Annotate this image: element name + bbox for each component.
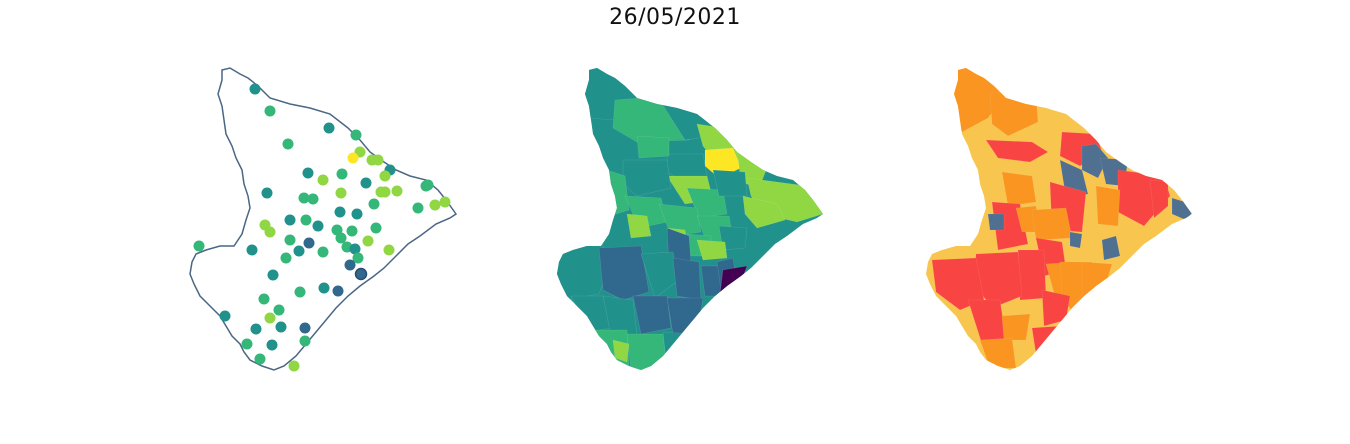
municipality-region bbox=[672, 257, 702, 301]
station-point bbox=[275, 321, 287, 333]
station-point bbox=[307, 193, 319, 205]
state-outline bbox=[189, 67, 457, 371]
station-point bbox=[368, 198, 380, 210]
station-point bbox=[420, 180, 432, 192]
station-point bbox=[370, 222, 382, 234]
municipality-regions bbox=[931, 68, 1192, 369]
station-point bbox=[254, 353, 266, 365]
station-point bbox=[264, 312, 276, 324]
municipality-region bbox=[666, 297, 704, 337]
station-point bbox=[312, 220, 324, 232]
municipality-region bbox=[632, 295, 672, 335]
station-point bbox=[267, 269, 279, 281]
station-point bbox=[362, 235, 374, 247]
station-point bbox=[288, 360, 300, 372]
municipality-regions bbox=[557, 68, 823, 370]
station-point bbox=[332, 285, 344, 297]
station-point bbox=[429, 199, 441, 211]
station-point bbox=[412, 202, 424, 214]
station-point bbox=[391, 185, 403, 197]
station-point bbox=[335, 187, 347, 199]
station-point bbox=[261, 187, 273, 199]
point-map bbox=[189, 67, 457, 372]
municipality-region bbox=[636, 135, 670, 159]
station-point bbox=[266, 339, 278, 351]
station-point bbox=[280, 252, 292, 264]
figure-title: 26/05/2021 bbox=[609, 5, 741, 30]
station-point bbox=[360, 177, 372, 189]
station-point bbox=[249, 83, 261, 95]
station-point bbox=[219, 310, 231, 322]
station-point bbox=[258, 293, 270, 305]
municipality-region bbox=[985, 139, 1049, 163]
viridis-choropleth bbox=[557, 68, 823, 370]
municipality-region bbox=[658, 203, 702, 237]
station-point bbox=[379, 170, 391, 182]
station-point bbox=[334, 206, 346, 218]
station-point bbox=[352, 252, 364, 264]
municipality-region bbox=[979, 337, 1017, 369]
station-point bbox=[302, 167, 314, 179]
station-point bbox=[439, 196, 451, 208]
station-point bbox=[350, 129, 362, 141]
station-point bbox=[284, 234, 296, 246]
station-point bbox=[299, 335, 311, 347]
station-point bbox=[317, 246, 329, 258]
municipality-region bbox=[1101, 235, 1121, 261]
municipality-region bbox=[1149, 179, 1169, 219]
municipality-region bbox=[662, 331, 696, 370]
station-point bbox=[379, 186, 391, 198]
station-point bbox=[383, 244, 395, 256]
municipality-region bbox=[1031, 325, 1061, 355]
station-point bbox=[372, 154, 384, 166]
station-point bbox=[250, 323, 262, 335]
municipality-region bbox=[712, 169, 748, 197]
municipality-region bbox=[696, 239, 728, 261]
station-point bbox=[354, 267, 368, 281]
municipality-region bbox=[1095, 185, 1121, 227]
municipality-region bbox=[987, 213, 1005, 231]
station-point bbox=[303, 237, 315, 249]
station-point bbox=[298, 192, 310, 204]
station-point bbox=[335, 232, 347, 244]
municipality-region bbox=[1041, 289, 1071, 327]
municipality-region bbox=[1069, 231, 1083, 249]
station-point bbox=[300, 214, 312, 226]
station-point bbox=[318, 282, 330, 294]
station-point bbox=[351, 208, 363, 220]
municipality-region bbox=[742, 195, 786, 229]
station-point bbox=[294, 286, 306, 298]
station-point bbox=[323, 122, 335, 134]
municipality-region bbox=[1031, 207, 1073, 241]
municipality-region bbox=[1001, 313, 1031, 341]
station-point bbox=[264, 105, 276, 117]
station-point bbox=[193, 240, 205, 252]
station-point bbox=[273, 304, 285, 316]
station-point bbox=[241, 338, 253, 350]
municipality-region bbox=[626, 333, 668, 370]
station-point bbox=[264, 226, 276, 238]
station-point bbox=[282, 138, 294, 150]
municipality-region bbox=[626, 213, 652, 239]
station-point bbox=[346, 225, 358, 237]
station-point bbox=[347, 152, 359, 164]
municipality-region bbox=[612, 339, 630, 363]
station-point bbox=[344, 259, 356, 271]
municipality-region bbox=[1017, 249, 1047, 301]
station-point bbox=[284, 214, 296, 226]
station-point bbox=[317, 174, 329, 186]
municipality-region bbox=[1001, 171, 1037, 207]
station-point bbox=[336, 168, 348, 180]
station-point bbox=[246, 244, 258, 256]
station-point bbox=[293, 245, 305, 257]
risk-choropleth bbox=[926, 68, 1192, 370]
station-points bbox=[193, 83, 451, 372]
station-point bbox=[299, 322, 311, 334]
station-point bbox=[349, 243, 361, 255]
municipality-region bbox=[1081, 261, 1113, 319]
